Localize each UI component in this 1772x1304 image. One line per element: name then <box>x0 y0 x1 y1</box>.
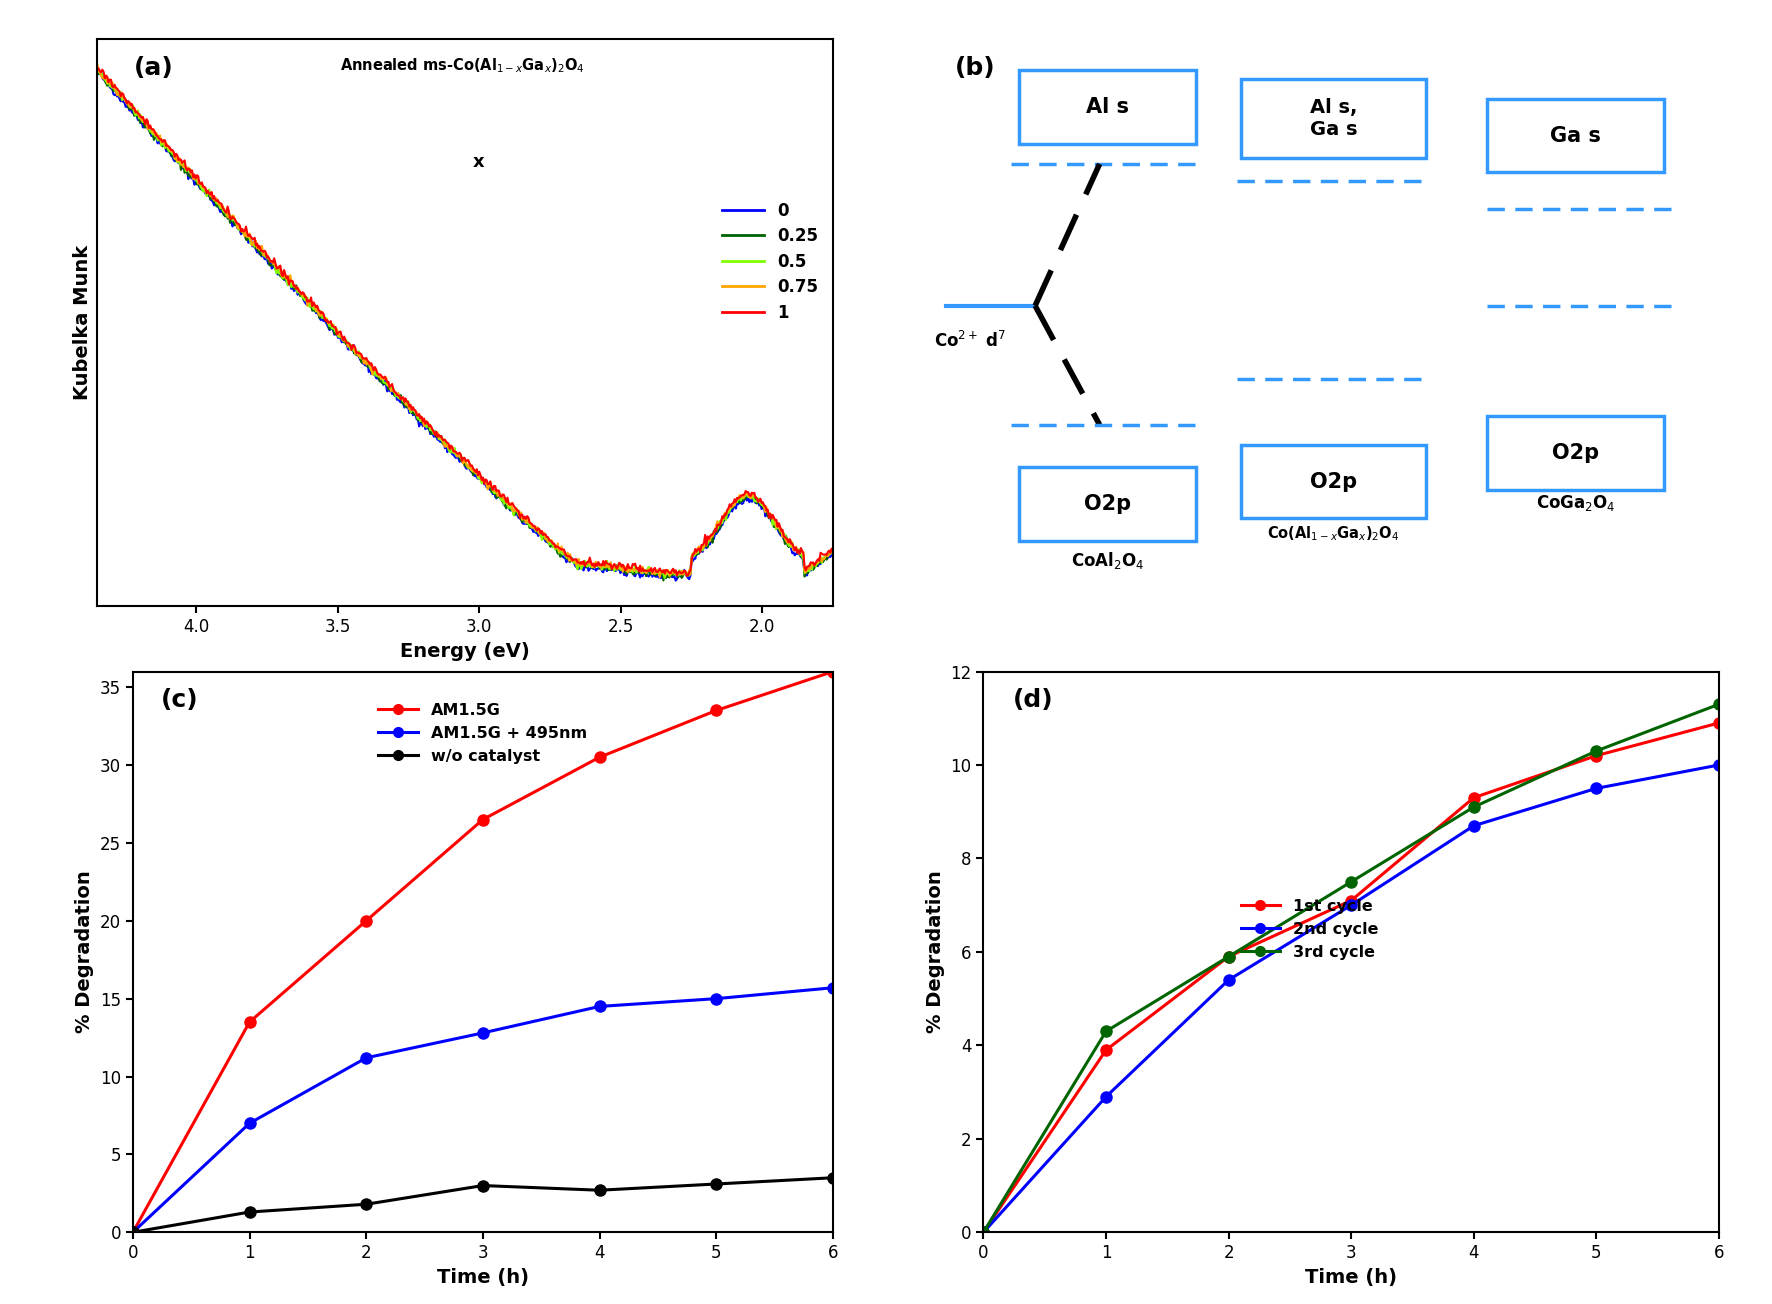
Y-axis label: % Degradation: % Degradation <box>925 871 944 1033</box>
Text: CoAl$_2$O$_4$: CoAl$_2$O$_4$ <box>1070 550 1145 571</box>
Text: Al s: Al s <box>1086 98 1129 117</box>
Text: O2p: O2p <box>1552 443 1598 463</box>
Text: Ga s: Ga s <box>1550 125 1600 146</box>
Text: x: x <box>473 153 484 171</box>
Text: Annealed ms-Co(Al$_{1-x}$Ga$_x$)$_2$O$_4$: Annealed ms-Co(Al$_{1-x}$Ga$_x$)$_2$O$_4… <box>340 56 585 74</box>
Text: CoGa$_2$O$_4$: CoGa$_2$O$_4$ <box>1536 493 1614 512</box>
Text: (a): (a) <box>135 56 174 80</box>
Y-axis label: Kubelka Munk: Kubelka Munk <box>73 245 92 400</box>
Legend: 0, 0.25, 0.5, 0.75, 1: 0, 0.25, 0.5, 0.75, 1 <box>716 194 824 329</box>
Text: (d): (d) <box>1014 689 1054 712</box>
Text: (b): (b) <box>955 56 996 80</box>
FancyBboxPatch shape <box>1487 416 1664 490</box>
Y-axis label: % Degradation: % Degradation <box>76 871 94 1033</box>
FancyBboxPatch shape <box>1240 78 1426 158</box>
Text: O2p: O2p <box>1084 494 1131 514</box>
Text: (c): (c) <box>161 689 198 712</box>
X-axis label: Time (h): Time (h) <box>1306 1267 1396 1287</box>
FancyBboxPatch shape <box>1240 445 1426 519</box>
Text: Al s,
Ga s: Al s, Ga s <box>1310 98 1357 140</box>
FancyBboxPatch shape <box>1019 467 1196 541</box>
Legend: AM1.5G, AM1.5G + 495nm, w/o catalyst: AM1.5G, AM1.5G + 495nm, w/o catalyst <box>372 696 594 771</box>
FancyBboxPatch shape <box>1487 99 1664 172</box>
FancyBboxPatch shape <box>1019 70 1196 143</box>
X-axis label: Time (h): Time (h) <box>438 1267 528 1287</box>
Legend: 1st cycle, 2nd cycle, 3rd cycle: 1st cycle, 2nd cycle, 3rd cycle <box>1233 893 1386 966</box>
Text: Co$^{2+}$ d$^7$: Co$^{2+}$ d$^7$ <box>934 331 1006 351</box>
X-axis label: Energy (eV): Energy (eV) <box>400 642 530 661</box>
Text: O2p: O2p <box>1310 472 1357 492</box>
Text: Co(Al$_{1-x}$Ga$_x$)$_2$O$_4$: Co(Al$_{1-x}$Ga$_x$)$_2$O$_4$ <box>1267 524 1400 542</box>
